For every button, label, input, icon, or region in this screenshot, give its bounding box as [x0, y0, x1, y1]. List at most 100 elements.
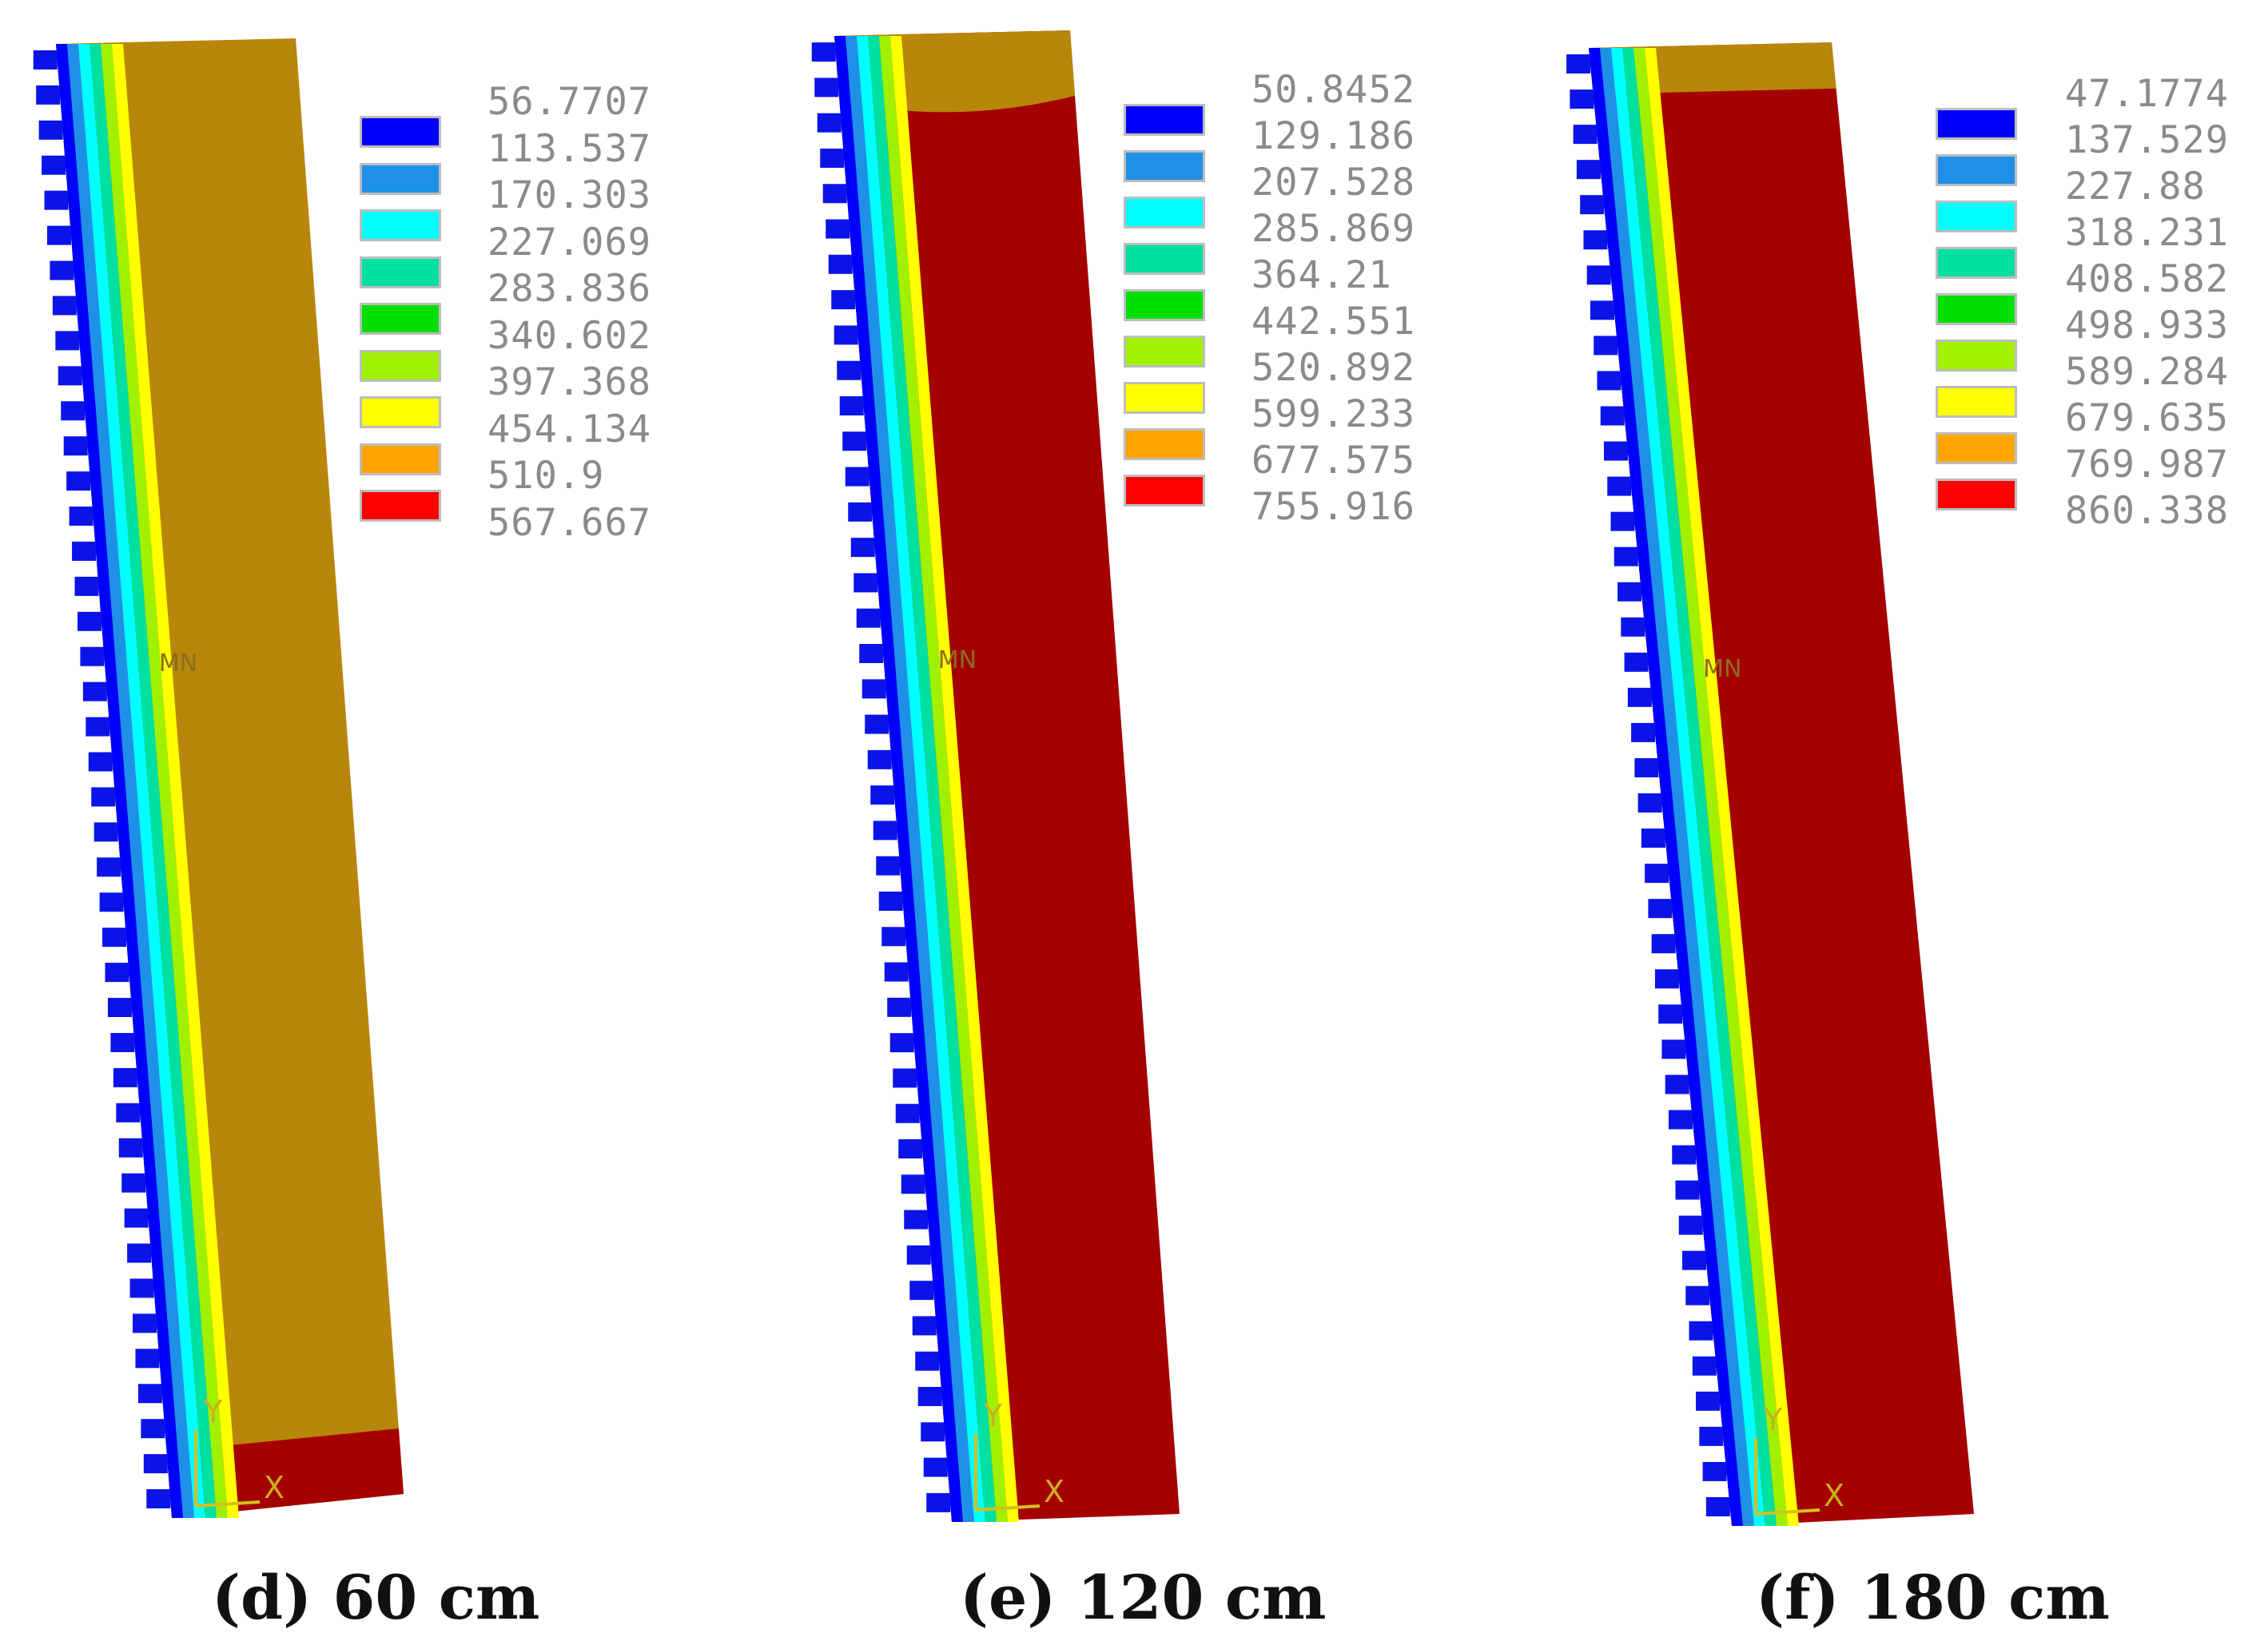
legend-swatch-d-1 — [360, 162, 441, 195]
support-tooth-d — [146, 1489, 171, 1509]
legend-swatch-e-7 — [1124, 428, 1205, 460]
caption-e: (e) 120 cm — [960, 1562, 1327, 1633]
support-tooth-e — [856, 608, 881, 628]
support-tooth-d — [137, 1384, 162, 1404]
support-tooth-d — [135, 1349, 160, 1369]
support-tooth-e — [898, 1139, 923, 1158]
support-tooth-f — [1645, 864, 1669, 884]
support-tooth-e — [876, 856, 901, 876]
legend-swatch-e-1 — [1124, 150, 1205, 182]
support-tooth-e — [845, 467, 869, 487]
support-tooth-f — [1621, 617, 1645, 637]
legend-value-d-9: 567.667 — [487, 500, 652, 545]
support-tooth-d — [72, 541, 97, 561]
support-tooth-d — [55, 331, 80, 351]
legend-swatch-d-3 — [360, 256, 441, 288]
support-tooth-e — [859, 644, 884, 663]
legend-swatch-f-3 — [1936, 247, 2017, 279]
support-tooth-f — [1699, 1426, 1724, 1446]
support-tooth-d — [42, 155, 66, 175]
support-tooth-e — [828, 254, 853, 274]
legend-swatch-f-7 — [1936, 432, 2017, 464]
support-tooth-d — [52, 296, 77, 316]
support-tooth-d — [86, 717, 110, 737]
legend-swatch-d-2 — [360, 209, 441, 241]
support-tooth-f — [1705, 1496, 1730, 1516]
caption-d: (d) 60 cm — [212, 1562, 540, 1633]
support-tooth-d — [58, 366, 82, 386]
support-tooth-f — [1566, 54, 1591, 74]
support-tooth-d — [38, 120, 63, 140]
support-tooth-d — [110, 1032, 135, 1052]
support-tooth-f — [1583, 230, 1608, 250]
support-tooth-e — [839, 396, 864, 415]
legend-swatch-f-6 — [1936, 386, 2017, 418]
support-tooth-f — [1682, 1250, 1707, 1270]
support-tooth-e — [884, 962, 909, 982]
support-tooth-f — [1586, 265, 1611, 285]
support-tooth-d — [61, 401, 86, 421]
support-tooth-f — [1617, 582, 1642, 602]
axis-y-label-e: Y — [983, 1398, 1003, 1433]
support-tooth-e — [837, 360, 861, 380]
support-tooth-f — [1668, 1110, 1693, 1130]
support-tooth-f — [1678, 1215, 1703, 1235]
support-tooth-e — [853, 573, 878, 593]
support-tooth-f — [1661, 1039, 1686, 1059]
support-tooth-d — [118, 1138, 143, 1158]
support-tooth-d — [107, 998, 132, 1018]
support-tooth-d — [66, 471, 91, 491]
legend-swatch-e-6 — [1124, 382, 1205, 414]
edge-strip-f-1 — [1600, 48, 1754, 1526]
support-tooth-e — [889, 1033, 914, 1053]
legend-swatch-d-6 — [360, 396, 441, 428]
support-tooth-d — [129, 1278, 154, 1298]
legend-swatch-e-2 — [1124, 197, 1205, 228]
support-tooth-e — [917, 1387, 942, 1406]
axis-x-line-e — [975, 1504, 1040, 1512]
mn-label-f: MN — [1703, 655, 1741, 683]
support-tooth-e — [811, 42, 836, 62]
support-tooth-f — [1637, 793, 1662, 813]
support-tooth-d — [50, 260, 74, 280]
edge-strip-f-4 — [1633, 48, 1788, 1526]
support-tooth-e — [850, 538, 875, 558]
support-tooth-d — [63, 436, 88, 456]
support-tooth-e — [826, 219, 850, 239]
support-tooth-e — [867, 749, 892, 769]
legend-swatch-f-0 — [1936, 108, 2017, 140]
support-tooth-f — [1627, 687, 1652, 707]
edge-strip-f-3 — [1622, 48, 1777, 1526]
legend-swatch-f-1 — [1936, 154, 2017, 186]
legend-value-f-3: 318.231 — [2065, 211, 2230, 255]
support-tooth-e — [817, 113, 842, 133]
panel-f: MN Y X 47.1774 137.529 227.88 318.231 408.582 4… — [1512, 0, 2268, 1633]
support-tooth-f — [1634, 757, 1659, 777]
support-tooth-d — [80, 646, 105, 666]
model-f: MN Y X — [1566, 42, 1974, 1526]
mn-label-e: MN — [938, 646, 977, 674]
legend-value-d-6: 397.368 — [487, 360, 652, 404]
legend-swatch-d-8 — [360, 490, 441, 522]
support-tooth-e — [842, 431, 867, 451]
panel-e: MN Y X 50.8452 129.186 207.528 285.869 364.21 4… — [756, 0, 1512, 1633]
support-tooth-f — [1696, 1391, 1721, 1411]
support-tooth-f — [1613, 546, 1638, 566]
support-tooth-d — [121, 1173, 146, 1193]
support-tooth-e — [865, 714, 889, 734]
legend-swatch-d-4 — [360, 303, 441, 335]
support-tooth-f — [1580, 195, 1605, 215]
legend-value-f-8: 769.987 — [2065, 443, 2230, 487]
edge-strip-e-0 — [834, 36, 963, 1522]
support-tooth-e — [878, 892, 903, 911]
support-tooth-d — [82, 681, 107, 701]
legend-value-e-2: 207.528 — [1251, 161, 1416, 205]
support-tooth-e — [820, 149, 845, 168]
support-tooth-f — [1570, 89, 1594, 109]
edge-strip-f-0 — [1589, 48, 1743, 1526]
support-tooth-d — [88, 752, 113, 772]
legend-value-f-2: 227.88 — [2065, 165, 2206, 209]
support-tooth-f — [1689, 1321, 1713, 1341]
legend-swatch-e-3 — [1124, 243, 1205, 275]
support-tooth-e — [895, 1103, 920, 1123]
